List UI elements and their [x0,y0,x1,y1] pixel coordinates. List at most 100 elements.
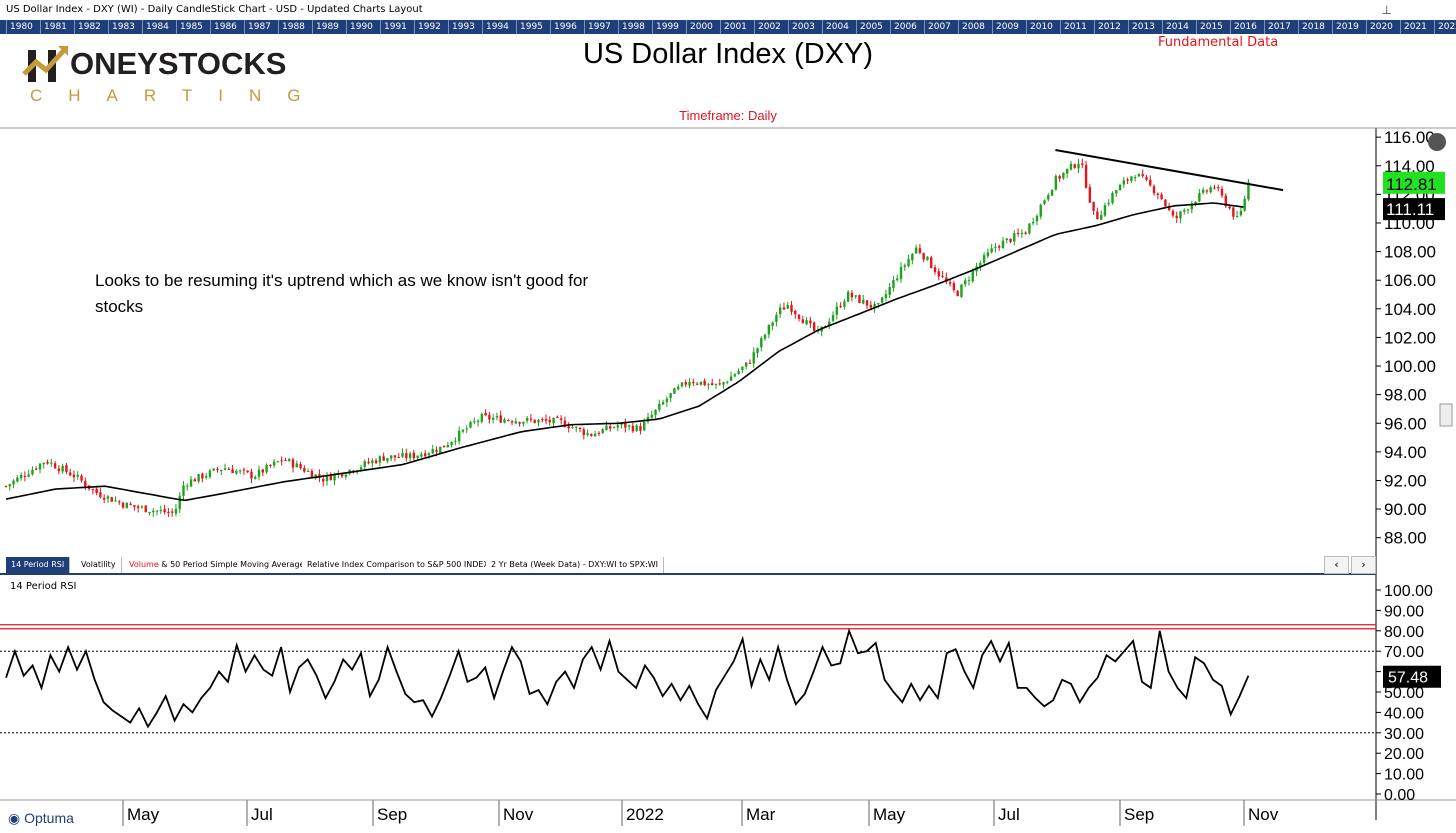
year-cell[interactable]: 1991 [380,20,414,34]
year-cell[interactable]: 2002 [754,20,788,34]
year-cell[interactable]: 2009 [992,20,1026,34]
year-cell[interactable]: 2018 [1298,20,1332,34]
candle-up [469,421,472,428]
timeframe-label: Timeframe: Daily [679,108,777,123]
year-cell[interactable]: 1989 [312,20,346,34]
candle-up [1201,189,1205,193]
candle-down [1126,179,1129,181]
year-cell[interactable]: 2017 [1264,20,1298,34]
year-cell[interactable]: 1986 [210,20,244,34]
year-cell[interactable]: 2005 [856,20,890,34]
year-cell[interactable]: 2014 [1162,20,1196,34]
year-cell[interactable]: 2011 [1060,20,1094,34]
year-cell[interactable]: 2020 [1366,20,1400,34]
candle-up [148,512,151,514]
indicator-tab[interactable]: Volatility [76,557,122,573]
year-cell[interactable]: 1995 [516,20,550,34]
year-cell[interactable]: 1988 [278,20,312,34]
rsi-series: 57.48 [0,624,1441,734]
candle-down [1058,176,1061,179]
candle-up [960,284,963,297]
year-cell[interactable]: 1985 [176,20,210,34]
year-cell[interactable]: 1990 [346,20,380,34]
fundamental-data-link[interactable]: Fundamental Data [1158,35,1279,50]
trendline[interactable] [1055,149,1284,192]
pin-icon[interactable]: ⊥ [1381,3,1392,17]
year-navigator[interactable]: 1980 1981 1982 1983 1984 1985 1986 1987 1988 1989… [0,20,1456,34]
next-tab-button[interactable]: › [1351,556,1376,574]
tab-label: Relative Index Comparison to S&P 500 IND… [307,560,489,569]
candle-up [1103,205,1107,216]
honeystocks-logo: ONEYSTOCKS CHARTING [22,44,300,110]
indicator-tab[interactable]: 2 Yr Beta (Week Data) - DXY:WI to SPX:WI [486,557,665,573]
year-cell[interactable]: 1980 [6,20,40,34]
logo-subtitle: CHARTING [30,86,327,105]
candle-down [1224,195,1227,207]
candle-up [480,414,484,422]
year-cell[interactable]: 2004 [822,20,856,34]
candle-down [53,463,57,469]
price-tick-label: 100.00 [1384,357,1436,376]
candle-up [1137,173,1141,177]
candle-up [476,420,480,422]
year-cell[interactable]: 2000 [686,20,720,34]
candle-up [106,496,110,499]
candle-up [1107,202,1110,205]
year-cell[interactable]: 2003 [788,20,822,34]
prev-tab-button[interactable]: ‹ [1324,556,1349,574]
year-cell[interactable]: 2010 [1026,20,1060,34]
candle-up [457,430,461,442]
indicator-tab[interactable]: 14 Period RSI [6,557,71,573]
side-icons[interactable] [1428,133,1453,427]
candle-down [590,433,593,436]
candle-up [416,455,419,458]
year-cell[interactable]: 1992 [414,20,448,34]
year-cell[interactable]: 1981 [40,20,74,34]
candle-up [204,476,208,478]
date-tick-label: May [873,805,906,824]
year-cell[interactable]: 2019 [1332,20,1366,34]
year-cell[interactable]: 2022 [1434,20,1456,34]
tab-nav[interactable]: ‹ › [1324,556,1376,574]
year-cell[interactable]: 2021 [1400,20,1434,34]
year-cell[interactable]: 2006 [890,20,924,34]
chart-annotation: Looks to be resuming it's uptrend which … [95,271,589,316]
candle-up [733,374,737,377]
moving-average-line [5,202,1244,502]
date-tick-label: Mar [746,805,776,824]
year-cell[interactable]: 1997 [584,20,618,34]
candle-up [643,421,646,431]
year-cell[interactable]: 1983 [108,20,142,34]
indicator-tab[interactable]: Relative Index Comparison to S&P 500 IND… [302,557,495,573]
year-cell[interactable]: 1994 [482,20,516,34]
year-cell[interactable]: 1998 [618,20,652,34]
year-cell[interactable]: 2012 [1094,20,1128,34]
candle-up [465,428,468,430]
candle-down [242,469,246,471]
year-cell[interactable]: 2013 [1128,20,1162,34]
year-cell[interactable]: 1999 [652,20,686,34]
candle-up [495,416,499,418]
candle-down [1213,187,1216,189]
year-cell[interactable]: 2016 [1230,20,1264,34]
candle-up [371,460,374,464]
year-cell[interactable]: 2007 [924,20,958,34]
year-cell[interactable]: 1996 [550,20,584,34]
year-cell[interactable]: 2015 [1196,20,1230,34]
year-cell[interactable]: 2001 [720,20,754,34]
year-cell[interactable]: 1982 [74,20,108,34]
candle-up [235,470,238,474]
year-cell[interactable]: 1984 [142,20,176,34]
candle-down [998,246,1001,248]
date-tick-label: May [127,805,160,824]
year-cell[interactable]: 1987 [244,20,278,34]
year-cell[interactable]: 1993 [448,20,482,34]
candle-down [922,253,925,260]
year-cell[interactable]: 2008 [958,20,992,34]
candle-up [125,502,129,509]
candle-up [843,301,846,307]
candle-up [707,384,710,386]
indicator-tab[interactable]: Volume & 50 Period Simple Moving Average [124,557,311,573]
price-tick-label: 106.00 [1384,271,1436,290]
